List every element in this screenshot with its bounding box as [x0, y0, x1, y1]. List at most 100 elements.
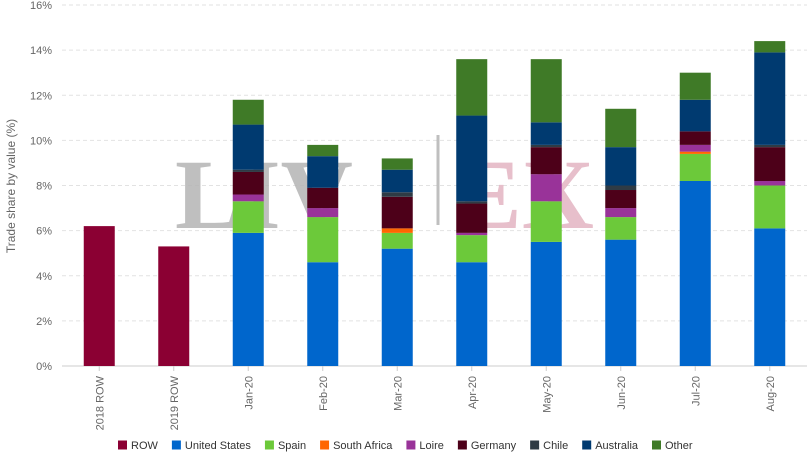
legend-swatch: [320, 440, 330, 450]
bar-segment: [754, 144, 786, 148]
bar-segment: [679, 72, 711, 100]
bar-segment: [530, 201, 562, 242]
bar-segment: [307, 217, 339, 263]
legend-item[interactable]: Chile: [530, 440, 568, 452]
bar-segment: [307, 262, 339, 366]
legend-item[interactable]: South Africa: [320, 440, 393, 452]
y-tick-label: 14%: [30, 45, 52, 57]
bar-segment: [381, 169, 413, 193]
bar-segment: [679, 180, 711, 366]
bar-segment: [605, 239, 637, 366]
bar-segment: [307, 187, 339, 209]
legend-label: Spain: [278, 440, 306, 452]
bar-segment: [530, 174, 562, 202]
bar-segment: [232, 194, 264, 202]
legend: ROW United States Spain South Africa Loire Ge…: [118, 440, 693, 452]
legend-label: Loire: [419, 440, 443, 452]
bar-segment: [381, 192, 413, 197]
bar-segment: [530, 144, 562, 148]
bar-segment: [83, 226, 115, 366]
bar-segment: [232, 99, 264, 125]
bar-segment: [754, 185, 786, 229]
bar-segment: [381, 248, 413, 366]
legend-label: Germany: [471, 440, 517, 452]
bar-segment: [456, 201, 488, 204]
bar-stack: [456, 59, 488, 366]
bar-segment: [605, 185, 637, 191]
y-tick-label: 4%: [36, 271, 52, 283]
legend-swatch: [652, 440, 661, 450]
x-tick-label: 2018 ROW: [94, 375, 106, 430]
bar-stack: [307, 144, 339, 366]
bar-segment: [307, 156, 339, 188]
legend-swatch: [171, 440, 181, 450]
bar-segment: [605, 208, 637, 218]
bar-segment: [605, 217, 637, 240]
legend-item[interactable]: Australia: [582, 440, 639, 452]
x-tick-label: Jun-20: [616, 376, 628, 410]
legend-swatch: [530, 440, 540, 450]
y-tick-label: 0%: [36, 361, 52, 373]
legend-label: Other: [665, 440, 693, 452]
bar-segment: [679, 153, 711, 181]
bar-segment: [679, 151, 711, 154]
bar-segment: [754, 147, 786, 181]
bar-segment: [381, 232, 413, 249]
legend-label: United States: [185, 440, 252, 452]
bar-segment: [456, 59, 488, 116]
legend-item[interactable]: Other: [652, 440, 693, 452]
legend-item[interactable]: Spain: [264, 440, 306, 452]
bar-segment: [381, 158, 413, 170]
gridlines: [62, 4, 807, 367]
x-axis-ticks: 2018 ROW 2019 ROW Jan-20 Feb-20 Mar-20 Apr-20…: [94, 366, 777, 430]
bar-stack: [232, 99, 264, 366]
legend-label: Australia: [595, 440, 639, 452]
bar-segment: [307, 208, 339, 218]
legend-label: ROW: [131, 440, 159, 452]
bar-stack: [754, 41, 786, 366]
bar-segment: [754, 228, 786, 366]
bar-segment: [456, 203, 488, 233]
x-tick-label: Feb-20: [318, 376, 330, 411]
bar-segment: [530, 122, 562, 145]
legend-item[interactable]: ROW: [118, 440, 159, 452]
bar-segment: [232, 201, 264, 233]
legend-item[interactable]: United States: [171, 440, 252, 452]
legend-label: Chile: [543, 440, 568, 452]
bar-segment: [530, 59, 562, 123]
bar-segment: [456, 235, 488, 263]
bar-segment: [605, 147, 637, 186]
legend-item[interactable]: Loire: [406, 440, 444, 452]
legend-item[interactable]: Germany: [457, 440, 517, 452]
x-tick-label: Jul-20: [690, 376, 702, 406]
y-tick-label: 10%: [30, 135, 52, 147]
bar-segment: [456, 232, 488, 236]
y-tick-label: 16%: [30, 0, 52, 12]
bar-segment: [754, 180, 786, 186]
bar-segment: [754, 41, 786, 53]
bar-stacks: [83, 41, 786, 366]
bar-stack: [679, 72, 711, 366]
y-axis-ticks: 0% 2% 4% 6% 8% 10% 12% 14% 16%: [30, 0, 52, 373]
legend-swatch: [582, 440, 592, 450]
y-tick-label: 6%: [36, 226, 52, 238]
bar-stack: [530, 59, 562, 366]
bar-segment: [605, 190, 637, 209]
bar-segment: [456, 115, 488, 202]
bar-stack: [158, 246, 190, 366]
legend-swatch: [118, 440, 127, 450]
x-tick-label: 2019 ROW: [169, 375, 181, 430]
legend-swatch: [406, 440, 416, 450]
bar-stack: [381, 158, 413, 366]
legend-swatch: [264, 440, 274, 450]
bar-segment: [232, 171, 264, 195]
bar-segment: [679, 131, 711, 145]
y-tick-label: 2%: [36, 316, 52, 328]
y-axis-label: Trade share by value (%): [4, 119, 18, 253]
bar-segment: [158, 246, 190, 366]
legend-swatch: [457, 440, 467, 450]
bar-segment: [679, 144, 711, 152]
x-tick-label: Jan-20: [243, 376, 255, 410]
bar-segment: [232, 169, 264, 172]
